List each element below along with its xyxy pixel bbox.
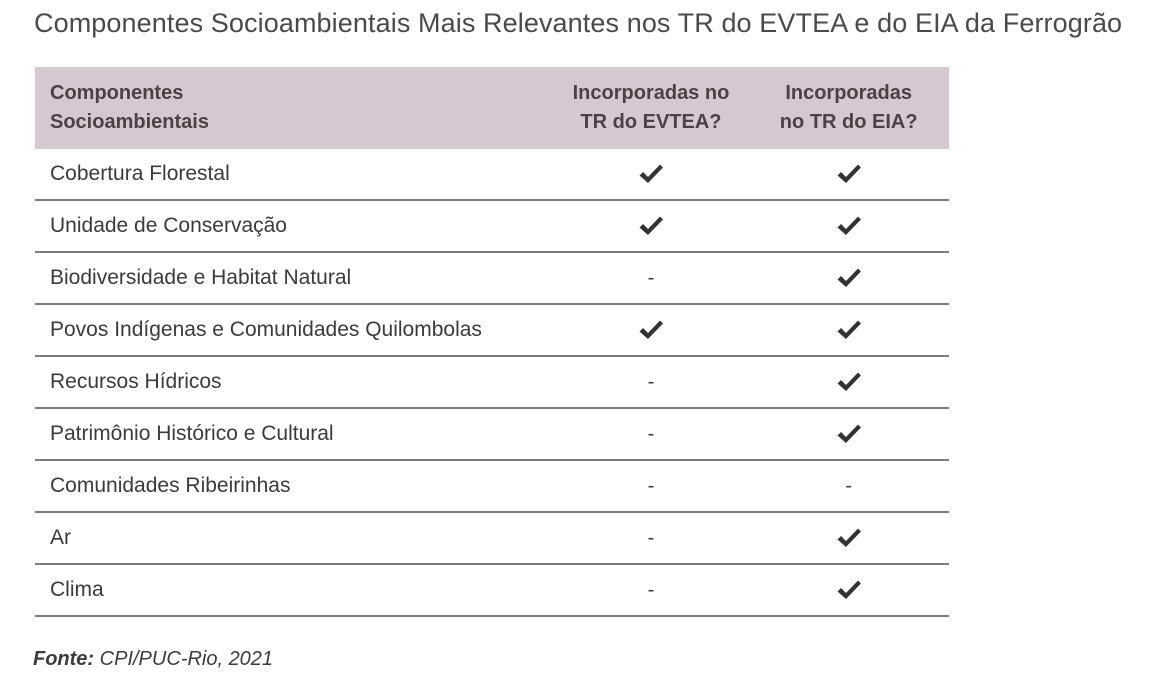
table-row: Unidade de Conservação [35, 201, 949, 253]
eia-check-icon [748, 319, 949, 342]
header-component: Componentes Socioambientais [50, 82, 209, 133]
component-cell: Cobertura Florestal [50, 162, 230, 185]
component-cell: Unidade de Conservação [50, 214, 287, 237]
table-body: Cobertura Florestal Unidade de Conservaçã… [35, 149, 949, 617]
table-title: Componentes Socioambientais Mais Relevan… [34, 8, 1123, 38]
header-evtea: Incorporadas no TR do EVTEA? [572, 82, 730, 133]
table-row: Clima - [35, 565, 949, 617]
table-row: Patrimônio Histórico e Cultural - [35, 409, 949, 461]
evtea-dash: - [647, 474, 655, 497]
component-cell: Povos Indígenas e Comunidades Quilombola… [50, 318, 482, 341]
components-table: Componentes Socioambientais Incorporadas… [35, 67, 949, 617]
component-cell: Biodiversidade e Habitat Natural [50, 266, 352, 289]
table-header: Componentes Socioambientais Incorporadas… [35, 67, 949, 149]
table-row: Ar - [35, 513, 949, 565]
component-cell: Comunidades Ribeirinhas [50, 474, 291, 497]
eia-check-icon [748, 371, 949, 394]
header-eia: Incorporadas no TR do EIA? [779, 82, 918, 133]
eia-check-icon [748, 215, 949, 238]
component-cell: Patrimônio Histórico e Cultural [50, 422, 334, 445]
table-row: Recursos Hídricos - [35, 357, 949, 409]
eia-check-icon [748, 423, 949, 446]
eia-check-icon [748, 267, 949, 290]
evtea-dash: - [647, 266, 655, 289]
evtea-check-icon [554, 215, 749, 238]
table-row: Cobertura Florestal [35, 149, 949, 201]
table-row: Comunidades Ribeirinhas - - [35, 461, 949, 513]
table-row: Biodiversidade e Habitat Natural - [35, 253, 949, 305]
eia-check-icon [748, 163, 949, 186]
evtea-check-icon [554, 319, 749, 342]
evtea-check-icon [554, 163, 749, 186]
component-cell: Ar [50, 526, 71, 549]
eia-dash: - [845, 474, 852, 497]
source-text: CPI/PUC-Rio, 2021 [99, 648, 274, 670]
component-cell: Clima [50, 578, 104, 601]
evtea-dash: - [647, 578, 655, 601]
eia-check-icon [748, 579, 949, 602]
source-label: Fonte: [33, 648, 95, 670]
table-row: Povos Indígenas e Comunidades Quilombola… [35, 305, 949, 357]
evtea-dash: - [647, 370, 655, 393]
evtea-dash: - [647, 526, 655, 549]
evtea-dash: - [647, 422, 655, 445]
source-note: Fonte: CPI/PUC-Rio, 2021 [33, 648, 273, 671]
component-cell: Recursos Hídricos [50, 370, 222, 393]
eia-check-icon [748, 527, 949, 550]
